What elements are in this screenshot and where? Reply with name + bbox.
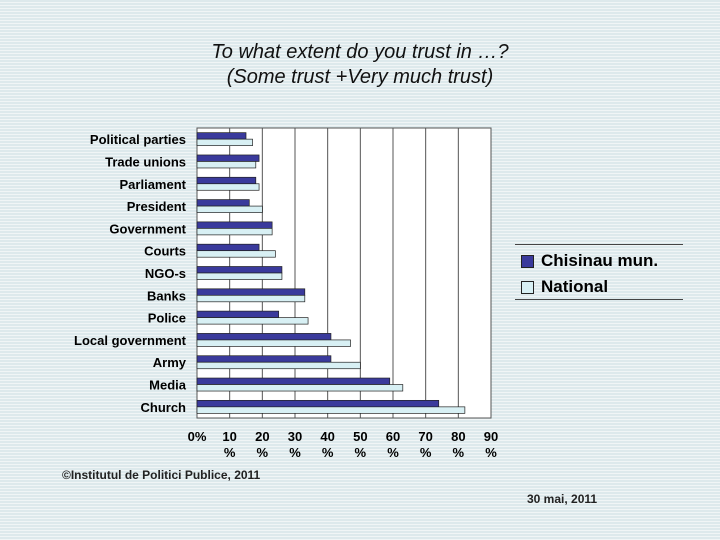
x-tick-label: 90% <box>484 429 498 460</box>
bar-chisinau <box>196 243 260 252</box>
bar-chisinau <box>196 132 247 140</box>
bar-national <box>196 406 466 414</box>
chart-title: To what extent do you trust in …? <box>211 41 509 63</box>
bar-chisinau <box>196 176 257 185</box>
category-label: Local government <box>74 333 187 348</box>
bar-chisinau <box>196 377 391 385</box>
bar-national <box>196 205 263 213</box>
category-label: President <box>127 199 187 214</box>
legend-item-national: National <box>521 277 608 299</box>
bar-national <box>196 361 361 370</box>
bar-chisinau <box>196 221 273 229</box>
bar-chisinau <box>196 288 306 296</box>
legend-label-national: National <box>541 277 609 296</box>
bar-national <box>196 183 260 191</box>
x-tick-label: 0% <box>188 429 207 444</box>
x-tick-label: 10% <box>222 429 236 460</box>
category-label: Banks <box>147 288 186 303</box>
legend-label-chisinau: Chisinau mun. <box>541 251 659 270</box>
x-tick-label: 70% <box>418 429 432 460</box>
bar-national <box>196 138 253 147</box>
category-label: Trade unions <box>105 154 186 169</box>
slide-date: 30 mai, 2011 <box>527 492 598 506</box>
legend-swatch-national <box>521 281 534 295</box>
category-label: Army <box>153 355 187 370</box>
chart-title-block: To what extent do you trust in …? (Some … <box>0 40 720 90</box>
legend-item-chisinau: Chisinau mun. <box>521 251 658 273</box>
bar-chisinau <box>196 266 283 274</box>
x-tick-label: 30% <box>288 429 302 460</box>
chart-legend: Chisinau mun. National <box>515 244 683 300</box>
chart-subtitle: (Some trust +Very much trust) <box>226 66 494 88</box>
x-tick-label: 80% <box>451 429 465 460</box>
bar-chisinau <box>196 355 332 363</box>
category-label: Parliament <box>120 177 187 192</box>
bar-national <box>196 294 306 303</box>
legend-swatch-chisinau <box>521 255 534 269</box>
bar-national <box>196 228 273 236</box>
bar-national <box>196 384 404 392</box>
category-label: Political parties <box>90 132 186 147</box>
bar-national <box>196 272 283 280</box>
category-label: Courts <box>144 244 186 259</box>
category-label: NGO-s <box>145 266 186 281</box>
bar-chisinau <box>196 199 250 207</box>
bar-national <box>196 317 309 325</box>
bar-national <box>196 250 276 258</box>
category-label: Police <box>148 311 186 326</box>
category-label: Church <box>141 400 187 415</box>
category-label: Media <box>149 378 187 393</box>
bar-national <box>196 161 257 169</box>
bar-chisinau <box>196 154 260 162</box>
x-tick-label: 40% <box>320 429 334 460</box>
copyright-text: ©Institutul de Politici Publice, 2011 <box>62 468 261 482</box>
category-label: Government <box>109 221 186 236</box>
bar-chisinau <box>196 399 440 408</box>
bar-national <box>196 339 351 347</box>
x-tick-label: 50% <box>353 429 367 460</box>
x-tick-label: 20% <box>255 429 269 460</box>
x-tick-label: 60% <box>386 429 400 460</box>
bar-chisinau <box>196 333 332 341</box>
bar-chisinau <box>196 310 280 318</box>
